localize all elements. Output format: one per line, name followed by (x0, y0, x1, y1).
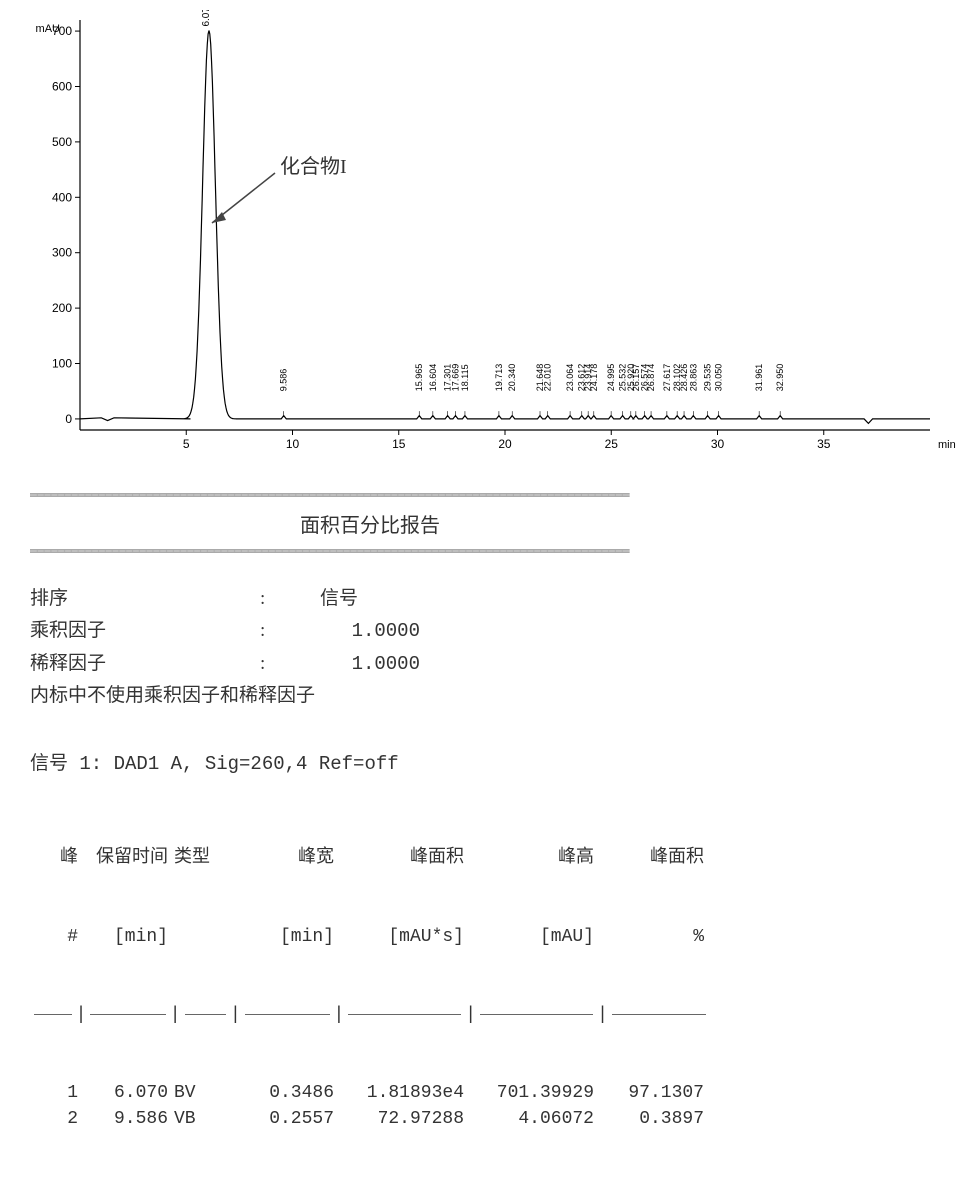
td: 0.3486 (234, 1080, 334, 1106)
table-row: 29.586VB0.255772.972884.060720.3897 (30, 1106, 710, 1132)
th: 峰高 (464, 845, 594, 871)
meta-value: 信号 (300, 583, 358, 615)
meta-row-sort: 排序 : 信号 (30, 583, 710, 615)
signal-label: 信号 1: DAD1 A, Sig=260,4 Ref=off (30, 748, 710, 775)
th: [min] (78, 924, 168, 950)
td: 4.06072 (464, 1106, 594, 1132)
svg-text:9.586: 9.586 (279, 369, 289, 392)
meta-colon: : (260, 583, 300, 615)
td: 97.1307 (594, 1080, 704, 1106)
th: 峰 (30, 845, 78, 871)
svg-text:200: 200 (52, 301, 72, 315)
svg-text:35: 35 (817, 437, 831, 451)
table-row: 16.070BV0.34861.81893e4701.3992997.1307 (30, 1080, 710, 1106)
td: 0.2557 (234, 1106, 334, 1132)
svg-text:19.713: 19.713 (494, 364, 504, 392)
svg-text:100: 100 (52, 357, 72, 371)
th: 峰面积 (334, 845, 464, 871)
svg-text:15: 15 (392, 437, 406, 451)
svg-text:20.340: 20.340 (507, 364, 517, 392)
td: 0.3897 (594, 1106, 704, 1132)
meta-row-mult: 乘积因子 : 1.0000 (30, 615, 710, 647)
svg-text:15.965: 15.965 (414, 364, 424, 392)
report-section: ════════════════════════════════════════… (30, 488, 710, 1185)
svg-text:6.070: 6.070 (201, 10, 212, 27)
meta-colon: : (260, 615, 300, 647)
svg-text:24.178: 24.178 (589, 364, 599, 392)
svg-text:30: 30 (711, 437, 725, 451)
report-title: 面积百分比报告 (30, 503, 710, 544)
td: 2 (30, 1106, 78, 1132)
table-header-2: # [min] [min] [mAU*s] [mAU] % (30, 924, 710, 950)
td: 72.97288 (334, 1106, 464, 1132)
meta-label: 稀释因子 (30, 648, 260, 680)
table-separator: |||||| (30, 1002, 710, 1028)
th: [min] (234, 924, 334, 950)
th: % (594, 924, 704, 950)
svg-text:30.050: 30.050 (714, 364, 724, 392)
svg-text:300: 300 (52, 246, 72, 260)
th: [mAU*s] (334, 924, 464, 950)
th: 峰宽 (234, 845, 334, 871)
meta-row-dil: 稀释因子 : 1.0000 (30, 648, 710, 680)
svg-text:27.617: 27.617 (662, 364, 672, 392)
td: VB (168, 1106, 234, 1132)
th (168, 924, 234, 950)
th: [mAU] (464, 924, 594, 950)
svg-text:28.863: 28.863 (688, 364, 698, 392)
meta-note: 内标中不使用乘积因子和稀释因子 (30, 680, 710, 712)
svg-text:600: 600 (52, 79, 72, 93)
svg-text:500: 500 (52, 135, 72, 149)
svg-text:26.874: 26.874 (646, 364, 656, 392)
td: 6.070 (78, 1080, 168, 1106)
chromatogram-chart: 0100200300400500600700mAU5101520253035mi… (20, 10, 960, 470)
meta-value: 1.0000 (300, 648, 420, 680)
meta-label: 乘积因子 (30, 615, 260, 647)
th: 保留时间 (78, 845, 168, 871)
td: 9.586 (78, 1106, 168, 1132)
svg-text:min: min (938, 439, 956, 451)
td: 1 (30, 1080, 78, 1106)
svg-text:18.115: 18.115 (460, 364, 470, 391)
annotation-arrow (200, 168, 280, 238)
svg-text:20: 20 (498, 437, 512, 451)
divider-top: ════════════════════════════════════════… (30, 488, 710, 503)
td: BV (168, 1080, 234, 1106)
svg-text:5: 5 (183, 437, 190, 451)
th: 类型 (168, 845, 234, 871)
meta-colon: : (260, 648, 300, 680)
th: 峰面积 (594, 845, 704, 871)
chromatogram-svg: 0100200300400500600700mAU5101520253035mi… (20, 10, 960, 470)
td: 701.39929 (464, 1080, 594, 1106)
svg-text:mAU: mAU (36, 23, 61, 35)
svg-text:16.604: 16.604 (428, 364, 438, 392)
annotation-text: 化合物I (280, 156, 347, 178)
svg-text:400: 400 (52, 190, 72, 204)
peak-table: 峰 保留时间 类型 峰宽 峰面积 峰高 峰面积 # [min] [min] [m… (30, 793, 710, 1184)
svg-text:0: 0 (65, 412, 72, 426)
report-meta: 排序 : 信号 乘积因子 : 1.0000 稀释因子 : 1.0000 内标中不… (30, 583, 710, 712)
meta-label: 排序 (30, 583, 260, 615)
svg-text:25: 25 (605, 437, 619, 451)
td: 1.81893e4 (334, 1080, 464, 1106)
svg-text:24.995: 24.995 (606, 364, 616, 392)
svg-text:22.010: 22.010 (543, 364, 553, 392)
svg-text:10: 10 (286, 437, 300, 451)
meta-value: 1.0000 (300, 615, 420, 647)
svg-text:23.064: 23.064 (565, 364, 575, 392)
divider-bottom: ════════════════════════════════════════… (30, 544, 710, 559)
table-header-1: 峰 保留时间 类型 峰宽 峰面积 峰高 峰面积 (30, 845, 710, 871)
svg-text:29.535: 29.535 (703, 364, 713, 392)
compound-annotation: 化合物I (280, 150, 347, 179)
th: # (30, 924, 78, 950)
svg-text:32.950: 32.950 (775, 364, 785, 392)
svg-text:31.961: 31.961 (754, 364, 764, 392)
